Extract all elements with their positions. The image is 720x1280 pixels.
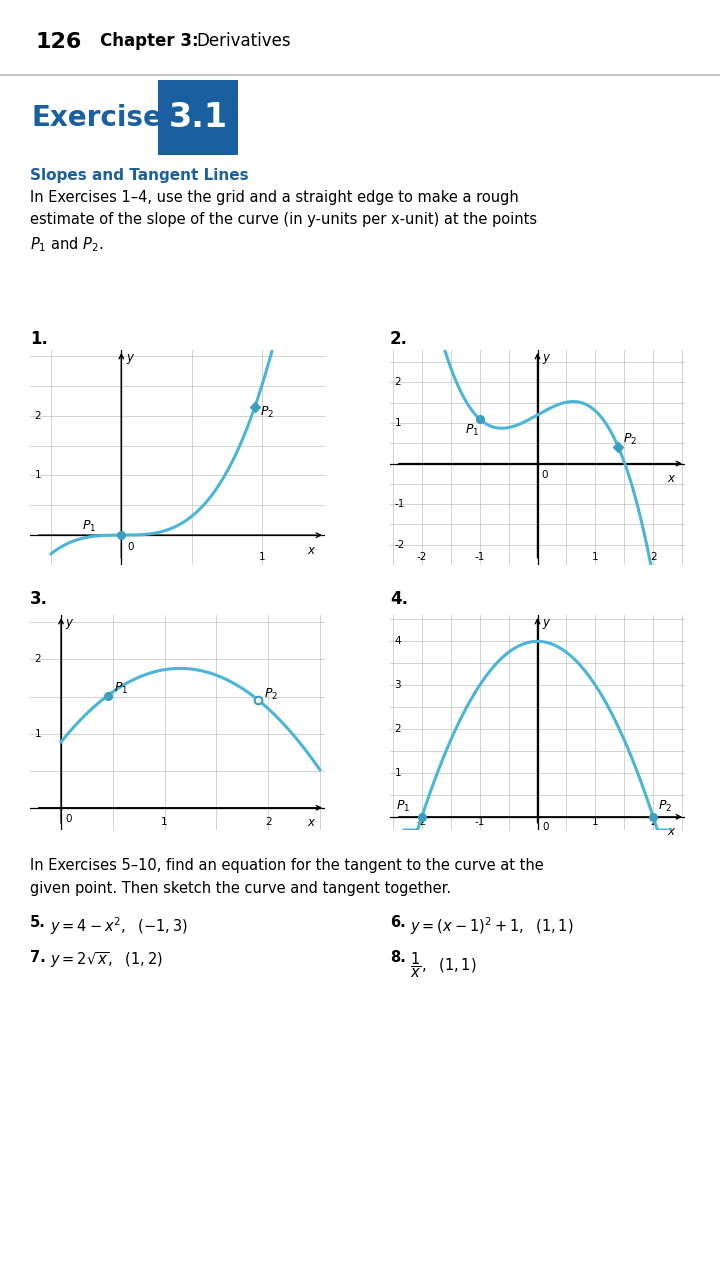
Text: 2: 2 [395,724,401,735]
Text: -1: -1 [395,499,405,509]
Text: $y$: $y$ [542,352,552,366]
Text: 1.: 1. [30,330,48,348]
Text: Slopes and Tangent Lines: Slopes and Tangent Lines [30,168,248,183]
Text: 1: 1 [592,552,598,562]
Text: Exercises: Exercises [32,104,179,132]
Text: 6.: 6. [390,915,406,931]
Text: $y$: $y$ [126,352,135,366]
Text: 2: 2 [650,817,657,827]
Text: $P_1$: $P_1$ [396,799,410,814]
Text: -1: -1 [474,552,485,562]
Text: 0: 0 [541,470,548,480]
Text: -2: -2 [395,540,405,549]
Text: -2: -2 [417,552,427,562]
Text: 2: 2 [35,654,41,664]
Text: 1: 1 [35,471,41,480]
Text: 2: 2 [650,552,657,562]
Text: $P_2$: $P_2$ [658,799,672,814]
Text: $P_2$: $P_2$ [264,686,278,701]
Text: -2: -2 [417,817,427,827]
Text: $\dfrac{1}{x},$  $(1, 1)$: $\dfrac{1}{x},$ $(1, 1)$ [410,950,477,979]
Text: 2: 2 [265,817,271,827]
Text: 3.: 3. [30,590,48,608]
Text: 1: 1 [395,419,401,428]
Text: In Exercises 1–4, use the grid and a straight edge to make a rough
estimate of t: In Exercises 1–4, use the grid and a str… [30,189,537,255]
Text: 1: 1 [395,768,401,778]
Text: $y$: $y$ [66,617,75,631]
Text: $P_2$: $P_2$ [623,431,637,447]
Text: Derivatives: Derivatives [196,32,291,50]
Text: $y = (x - 1)^2 + 1,$  $(1, 1)$: $y = (x - 1)^2 + 1,$ $(1, 1)$ [410,915,574,937]
Text: $x$: $x$ [307,544,316,557]
Text: In Exercises 5–10, find an equation for the tangent to the curve at the
given po: In Exercises 5–10, find an equation for … [30,858,544,896]
Text: 0: 0 [127,543,133,552]
Text: 4: 4 [395,636,401,646]
Text: $x$: $x$ [667,472,676,485]
Text: $x$: $x$ [307,817,316,829]
Text: 4.: 4. [390,590,408,608]
Text: $P_1$: $P_1$ [114,681,128,696]
Text: 0: 0 [542,822,549,832]
Text: -1: -1 [474,817,485,827]
Text: 8.: 8. [390,950,406,965]
Text: 1: 1 [161,817,168,827]
Text: $x$: $x$ [667,826,676,838]
Text: 1: 1 [592,817,598,827]
Text: $P_2$: $P_2$ [261,404,274,420]
Text: 1: 1 [258,552,265,562]
Text: 2.: 2. [390,330,408,348]
Text: 2: 2 [35,411,41,421]
Text: 1: 1 [35,728,41,739]
Text: 0: 0 [66,814,72,824]
Text: 7.: 7. [30,950,46,965]
Bar [158,79,238,155]
Text: 3: 3 [395,680,401,690]
Text: $P_1$: $P_1$ [465,422,480,438]
Text: $y = 2\sqrt{x},$  $(1, 2)$: $y = 2\sqrt{x},$ $(1, 2)$ [50,950,163,970]
Text: 126: 126 [35,32,81,52]
Text: 3.1: 3.1 [168,101,228,134]
Text: $P_1$: $P_1$ [82,520,96,535]
Text: Chapter 3:: Chapter 3: [100,32,199,50]
Text: 2: 2 [395,378,401,388]
Text: 5.: 5. [30,915,46,931]
Text: $y = 4 - x^2,$  $(-1, 3)$: $y = 4 - x^2,$ $(-1, 3)$ [50,915,188,937]
Text: $y$: $y$ [542,617,552,631]
